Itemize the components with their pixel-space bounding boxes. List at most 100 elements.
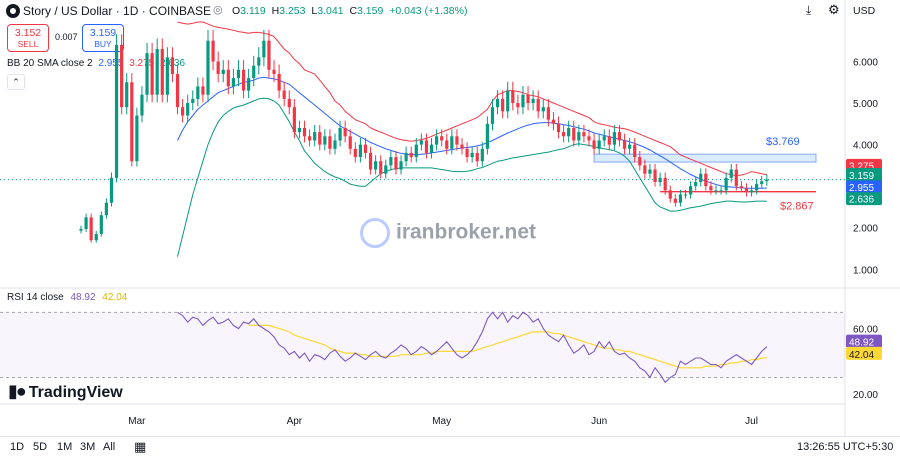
collapse-legend-button[interactable]: ⌃ — [7, 74, 25, 90]
price-tick-label: 5.000 — [853, 99, 878, 110]
candle-body — [247, 78, 251, 91]
watermark: iranbroker.net — [360, 218, 536, 248]
high-key: H — [271, 5, 280, 17]
candle-body — [699, 173, 703, 183]
candle-body — [419, 140, 423, 145]
symbol-title[interactable]: Story / US Dollar · 1D · COINBASE — [23, 4, 212, 18]
rsi-legend-value: 48.92 — [70, 292, 96, 303]
candle-body — [440, 136, 444, 141]
timeframe-5d[interactable]: 5D — [33, 441, 48, 453]
candle-body — [592, 140, 596, 149]
bb-upper-value: 3.275 — [129, 58, 155, 69]
candle-body — [353, 148, 357, 158]
candle-body — [155, 49, 159, 95]
buy-button[interactable]: 3.159 BUY — [82, 24, 124, 52]
candle-body — [241, 69, 246, 91]
candle-body — [541, 107, 545, 112]
sell-label: SELL — [17, 39, 39, 49]
candle-body — [236, 69, 241, 79]
candle-body — [358, 144, 362, 158]
clock: 13:26:55 UTC+5:30 — [797, 441, 894, 453]
candle-body — [663, 177, 667, 191]
candle-body — [490, 107, 495, 124]
candle-body — [739, 186, 743, 189]
timeframe-1d[interactable]: 1D — [10, 441, 25, 453]
change-value: +0.043 (+1.38%) — [389, 5, 468, 17]
candle-body — [765, 179, 769, 182]
candle-body — [506, 90, 510, 112]
candle-body — [94, 233, 98, 241]
low-value: 3.041 — [317, 5, 344, 17]
candle-body — [755, 184, 759, 191]
candle-body — [160, 49, 164, 95]
x-tick-label: Jul — [745, 416, 758, 427]
candle-body — [577, 132, 581, 141]
candle-body — [302, 127, 307, 137]
currency-label[interactable]: USD — [853, 5, 876, 17]
candle-body — [165, 57, 169, 95]
candle-body — [389, 157, 393, 166]
candle-body — [140, 94, 144, 116]
candle-body — [333, 140, 337, 149]
price-tick-label: 1.000 — [853, 265, 878, 276]
candle-body — [582, 132, 586, 137]
candle-body — [658, 177, 662, 183]
bb-legend-name: BB 20 SMA close 2 — [7, 58, 93, 69]
candle-body — [318, 132, 322, 145]
candle-body — [368, 152, 373, 170]
candle-body — [709, 186, 713, 191]
resistance-zone-label: $3.769 — [766, 136, 800, 148]
candle-body — [211, 40, 215, 62]
buy-price: 3.159 — [89, 27, 117, 39]
candle-body — [622, 140, 627, 149]
bb-basis-value: 2.955 — [98, 58, 124, 69]
basis-price-label-bg — [846, 180, 882, 194]
candle-body — [628, 144, 632, 149]
candle-body — [170, 57, 175, 74]
candle-body — [394, 157, 398, 170]
candle-body — [201, 86, 205, 95]
sell-button[interactable]: 3.152 SELL — [7, 24, 49, 52]
resistance-zone — [593, 153, 817, 163]
candle-body — [145, 53, 149, 95]
chart-header: Story / US Dollar · 1D · COINBASE ◎ O3.1… — [0, 0, 900, 22]
candle-body — [531, 98, 535, 104]
calendar-icon[interactable]: ▦ — [134, 439, 147, 454]
candle-body — [99, 215, 103, 234]
candle-body — [313, 132, 317, 141]
candle-body — [348, 136, 352, 149]
candle-body — [602, 136, 606, 141]
candle-body — [587, 136, 591, 141]
candle-body — [399, 161, 403, 170]
eye-icon[interactable]: ◎ — [213, 4, 223, 16]
open-value: 3.119 — [240, 5, 266, 17]
candle-body — [79, 228, 83, 231]
candle-body — [104, 202, 108, 216]
timeframe-all[interactable]: All — [103, 441, 116, 453]
bb-lower-band — [177, 97, 767, 257]
rsi-legend-name: RSI 14 close — [7, 292, 64, 303]
candle-body — [638, 157, 642, 166]
candle-body — [653, 169, 657, 183]
candle-body — [196, 86, 200, 99]
candle-body — [724, 177, 728, 191]
candle-body — [282, 90, 286, 99]
candle-body — [257, 57, 261, 66]
tradingview-logo[interactable]: ▮● TradingView — [8, 381, 123, 402]
candle-body — [475, 152, 479, 162]
timeframe-3m[interactable]: 3M — [80, 441, 96, 453]
gear-icon[interactable]: ⚙ — [828, 2, 840, 17]
candle-body — [84, 217, 88, 229]
candle-body — [328, 136, 332, 149]
candle-body — [749, 190, 754, 193]
lower-band-price-label: 2.636 — [849, 195, 874, 206]
download-icon[interactable]: ⤓ — [806, 3, 812, 17]
candle-body — [704, 173, 708, 187]
candle-body — [648, 169, 652, 174]
timeframe-1m[interactable]: 1M — [57, 441, 73, 453]
candle-body — [668, 190, 672, 199]
candle-body — [744, 188, 749, 193]
candle-body — [186, 103, 190, 116]
rsi-legend[interactable]: RSI 14 close 48.92 42.04 — [7, 292, 131, 303]
